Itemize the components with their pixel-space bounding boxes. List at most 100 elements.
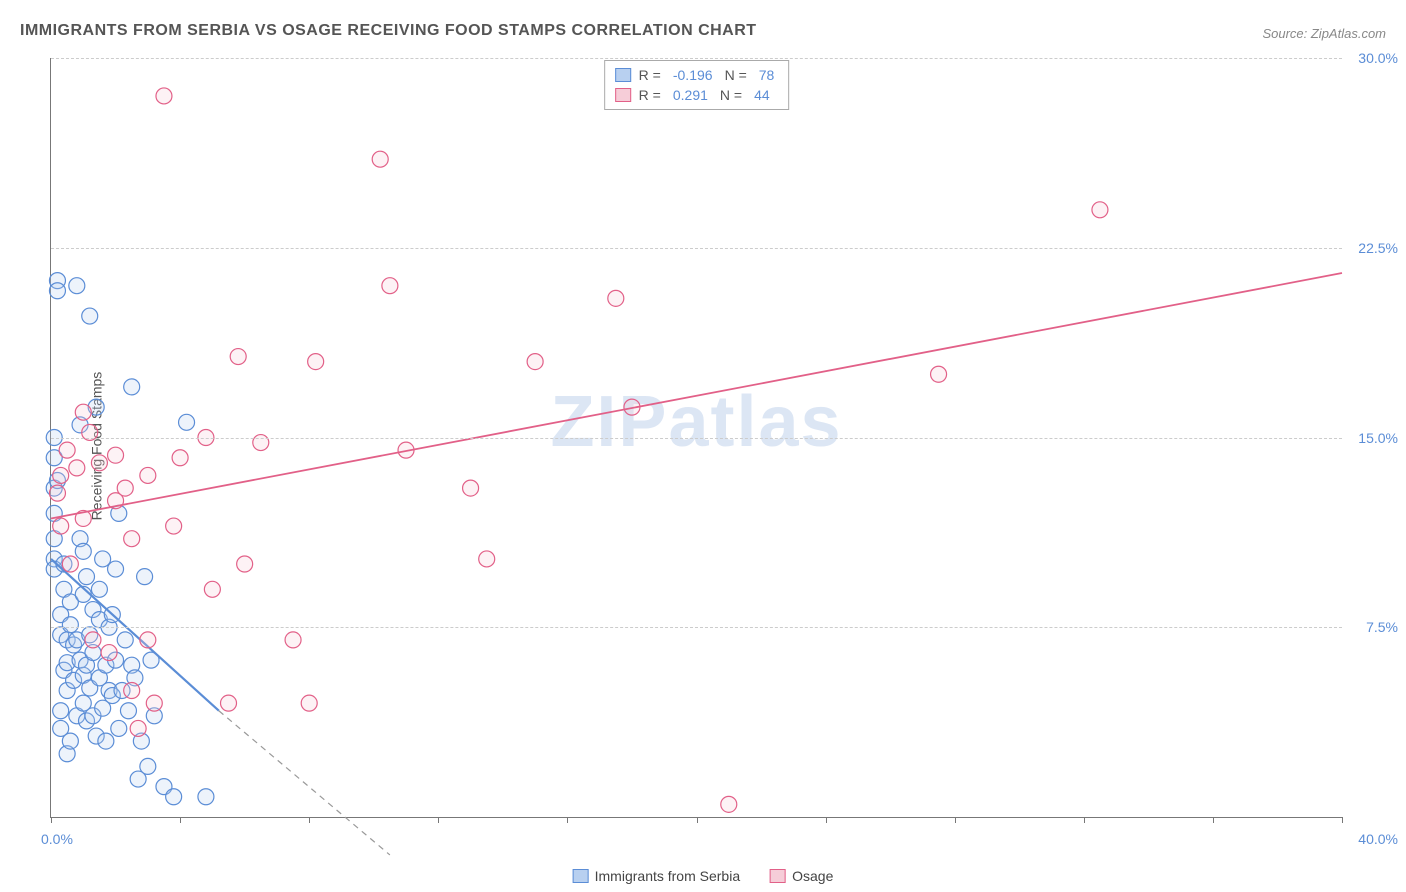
x-tick [826, 817, 827, 823]
n-value: 78 [759, 67, 775, 83]
x-tick [309, 817, 310, 823]
scatter-point [101, 645, 117, 661]
scatter-point [479, 551, 495, 567]
scatter-point [608, 290, 624, 306]
x-tick [1342, 817, 1343, 823]
plot-area: ZIPatlas R = -0.196 N = 78 R = 0.291 N =… [50, 58, 1342, 818]
scatter-point [69, 278, 85, 294]
scatter-point [308, 354, 324, 370]
chart-title: IMMIGRANTS FROM SERBIA VS OSAGE RECEIVIN… [20, 22, 757, 40]
scatter-point [198, 789, 214, 805]
x-tick [697, 817, 698, 823]
scatter-point [111, 720, 127, 736]
x-tick [1084, 817, 1085, 823]
scatter-point [124, 683, 140, 699]
x-tick [955, 817, 956, 823]
n-label: N = [725, 67, 747, 83]
scatter-point [62, 733, 78, 749]
scatter-point [49, 283, 65, 299]
scatter-point [156, 88, 172, 104]
scatter-point [204, 581, 220, 597]
x-tick [51, 817, 52, 823]
stats-row-osage: R = 0.291 N = 44 [615, 85, 779, 105]
scatter-point [382, 278, 398, 294]
scatter-point [463, 480, 479, 496]
scatter-point [221, 695, 237, 711]
legend-label: Immigrants from Serbia [595, 868, 740, 884]
scatter-point [130, 720, 146, 736]
grid-line [51, 438, 1342, 439]
y-tick-label: 30.0% [1358, 50, 1398, 66]
source-attribution: Source: ZipAtlas.com [1262, 26, 1386, 41]
scatter-point [85, 632, 101, 648]
scatter-point [59, 442, 75, 458]
scatter-point [75, 543, 91, 559]
scatter-point [179, 414, 195, 430]
x-min-label: 0.0% [41, 831, 73, 847]
scatter-point [108, 561, 124, 577]
scatter-point [62, 617, 78, 633]
scatter-point [230, 349, 246, 365]
scatter-point [124, 379, 140, 395]
grid-line [51, 248, 1342, 249]
scatter-point [527, 354, 543, 370]
scatter-point [721, 796, 737, 812]
legend-item-osage: Osage [770, 868, 833, 884]
scatter-point [79, 569, 95, 585]
scatter-point [82, 308, 98, 324]
grid-line [51, 58, 1342, 59]
scatter-point [140, 467, 156, 483]
scatter-point [53, 518, 69, 534]
scatter-point [53, 467, 69, 483]
scatter-point [108, 447, 124, 463]
scatter-point [117, 480, 133, 496]
scatter-point [75, 404, 91, 420]
x-tick [180, 817, 181, 823]
grid-line [51, 627, 1342, 628]
swatch-serbia [615, 68, 631, 82]
swatch-osage-icon [770, 869, 786, 883]
scatter-point [49, 485, 65, 501]
r-label: R = [639, 67, 661, 83]
scatter-point [124, 531, 140, 547]
scatter-point [53, 703, 69, 719]
scatter-point [1092, 202, 1108, 218]
scatter-point [172, 450, 188, 466]
scatter-point [137, 569, 153, 585]
n-label: N = [720, 87, 742, 103]
stats-legend: R = -0.196 N = 78 R = 0.291 N = 44 [604, 60, 790, 110]
y-tick-label: 22.5% [1358, 240, 1398, 256]
r-value: -0.196 [673, 67, 713, 83]
correlation-chart: IMMIGRANTS FROM SERBIA VS OSAGE RECEIVIN… [0, 0, 1406, 892]
scatter-point [140, 758, 156, 774]
r-value: 0.291 [673, 87, 708, 103]
x-tick [567, 817, 568, 823]
x-tick [438, 817, 439, 823]
stats-row-serbia: R = -0.196 N = 78 [615, 65, 779, 85]
scatter-point [372, 151, 388, 167]
legend-label: Osage [792, 868, 833, 884]
scatter-point [285, 632, 301, 648]
scatter-point [117, 632, 133, 648]
trend-line [51, 273, 1342, 518]
trend-line-extrapolated [219, 711, 390, 855]
scatter-point [931, 366, 947, 382]
scatter-point [146, 695, 162, 711]
scatter-point [140, 632, 156, 648]
scatter-point [91, 455, 107, 471]
legend-item-serbia: Immigrants from Serbia [573, 868, 740, 884]
scatter-point [120, 703, 136, 719]
scatter-point [69, 460, 85, 476]
swatch-osage [615, 88, 631, 102]
r-label: R = [639, 87, 661, 103]
scatter-point [166, 789, 182, 805]
x-max-label: 40.0% [1358, 831, 1398, 847]
y-tick-label: 7.5% [1366, 619, 1398, 635]
scatter-point [62, 556, 78, 572]
n-value: 44 [754, 87, 770, 103]
scatter-point [237, 556, 253, 572]
y-tick-label: 15.0% [1358, 430, 1398, 446]
scatter-point [301, 695, 317, 711]
scatter-point [91, 581, 107, 597]
bottom-legend: Immigrants from Serbia Osage [565, 866, 842, 886]
